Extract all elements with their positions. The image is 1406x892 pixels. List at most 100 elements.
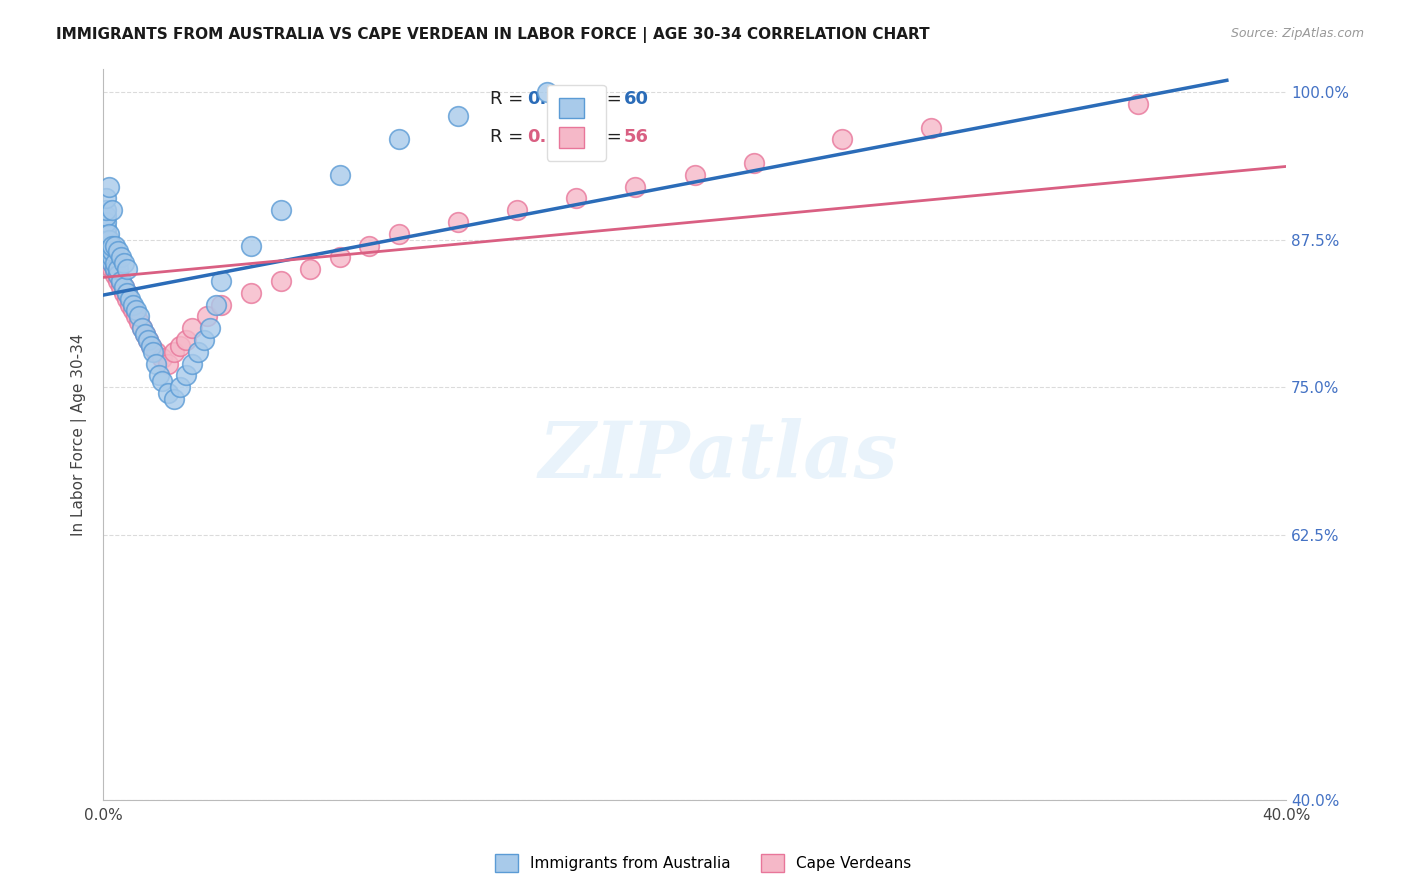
Point <box>388 132 411 146</box>
Point <box>131 321 153 335</box>
Point <box>174 368 197 383</box>
Point <box>107 274 129 288</box>
Point <box>388 227 411 241</box>
Point <box>240 238 263 252</box>
Point <box>299 262 322 277</box>
Text: 0.284: 0.284 <box>527 90 583 108</box>
Point <box>101 203 124 218</box>
Point <box>101 250 124 264</box>
Point <box>136 333 159 347</box>
Text: IMMIGRANTS FROM AUSTRALIA VS CAPE VERDEAN IN LABOR FORCE | AGE 30-34 CORRELATION: IMMIGRANTS FROM AUSTRALIA VS CAPE VERDEA… <box>56 27 929 43</box>
Point <box>96 203 118 218</box>
Point <box>104 256 127 270</box>
Point <box>96 250 118 264</box>
Point <box>96 238 118 252</box>
Point <box>169 339 191 353</box>
Point <box>157 386 180 401</box>
Point <box>447 109 470 123</box>
Point <box>101 244 124 259</box>
Legend: Immigrants from Australia, Cape Verdeans: Immigrants from Australia, Cape Verdeans <box>486 846 920 880</box>
Point <box>101 256 124 270</box>
Point <box>125 303 148 318</box>
Point <box>98 250 121 264</box>
Point <box>240 285 263 300</box>
Point <box>98 238 121 252</box>
Point <box>211 274 233 288</box>
Point <box>115 292 138 306</box>
Point <box>128 315 150 329</box>
Point <box>112 256 135 270</box>
Point <box>157 357 180 371</box>
Point <box>142 344 165 359</box>
Y-axis label: In Labor Force | Age 30-34: In Labor Force | Age 30-34 <box>72 333 87 535</box>
Point <box>104 262 127 277</box>
Point <box>112 285 135 300</box>
Point <box>128 310 150 324</box>
Point <box>115 285 138 300</box>
Point <box>98 244 121 259</box>
Point <box>98 227 121 241</box>
Point <box>96 220 118 235</box>
Point <box>107 268 129 282</box>
Point <box>139 339 162 353</box>
Point <box>145 344 167 359</box>
Point <box>107 262 129 277</box>
Point <box>110 280 132 294</box>
Point <box>115 285 138 300</box>
Point <box>101 250 124 264</box>
Text: 60: 60 <box>624 90 648 108</box>
Point <box>101 238 124 252</box>
Legend: , : , <box>547 85 606 161</box>
Point <box>180 321 202 335</box>
Text: ZIPatlas: ZIPatlas <box>538 418 898 494</box>
Point <box>98 244 121 259</box>
Point <box>148 368 170 383</box>
Point <box>150 351 173 365</box>
Point <box>104 268 127 282</box>
Point <box>359 238 381 252</box>
Point <box>195 310 218 324</box>
Point <box>134 326 156 341</box>
Point <box>96 215 118 229</box>
Point <box>174 333 197 347</box>
Point <box>180 357 202 371</box>
Point <box>96 233 118 247</box>
Point <box>506 203 529 218</box>
Point <box>831 132 853 146</box>
Point <box>131 321 153 335</box>
Point <box>198 321 221 335</box>
Point <box>107 244 129 259</box>
Point <box>329 250 352 264</box>
Point <box>115 262 138 277</box>
Point <box>107 268 129 282</box>
Text: R =: R = <box>489 90 529 108</box>
Point <box>121 297 143 311</box>
Point <box>742 156 765 170</box>
Point <box>96 244 118 259</box>
Point <box>565 191 588 205</box>
Point <box>98 179 121 194</box>
Point <box>121 303 143 318</box>
Point <box>101 244 124 259</box>
Point <box>98 233 121 247</box>
Point <box>118 292 141 306</box>
Point <box>536 85 558 99</box>
Point <box>98 256 121 270</box>
Point <box>211 297 233 311</box>
Point <box>96 191 118 205</box>
Point <box>169 380 191 394</box>
Point <box>112 280 135 294</box>
Text: Source: ZipAtlas.com: Source: ZipAtlas.com <box>1230 27 1364 40</box>
Point <box>96 233 118 247</box>
Point <box>104 238 127 252</box>
Point <box>270 203 292 218</box>
Point <box>329 168 352 182</box>
Point <box>104 262 127 277</box>
Text: 56: 56 <box>624 128 648 146</box>
Point <box>110 274 132 288</box>
Point <box>1126 97 1149 112</box>
Point <box>624 179 647 194</box>
Text: N =: N = <box>576 90 628 108</box>
Text: R =: R = <box>489 128 529 146</box>
Point <box>110 250 132 264</box>
